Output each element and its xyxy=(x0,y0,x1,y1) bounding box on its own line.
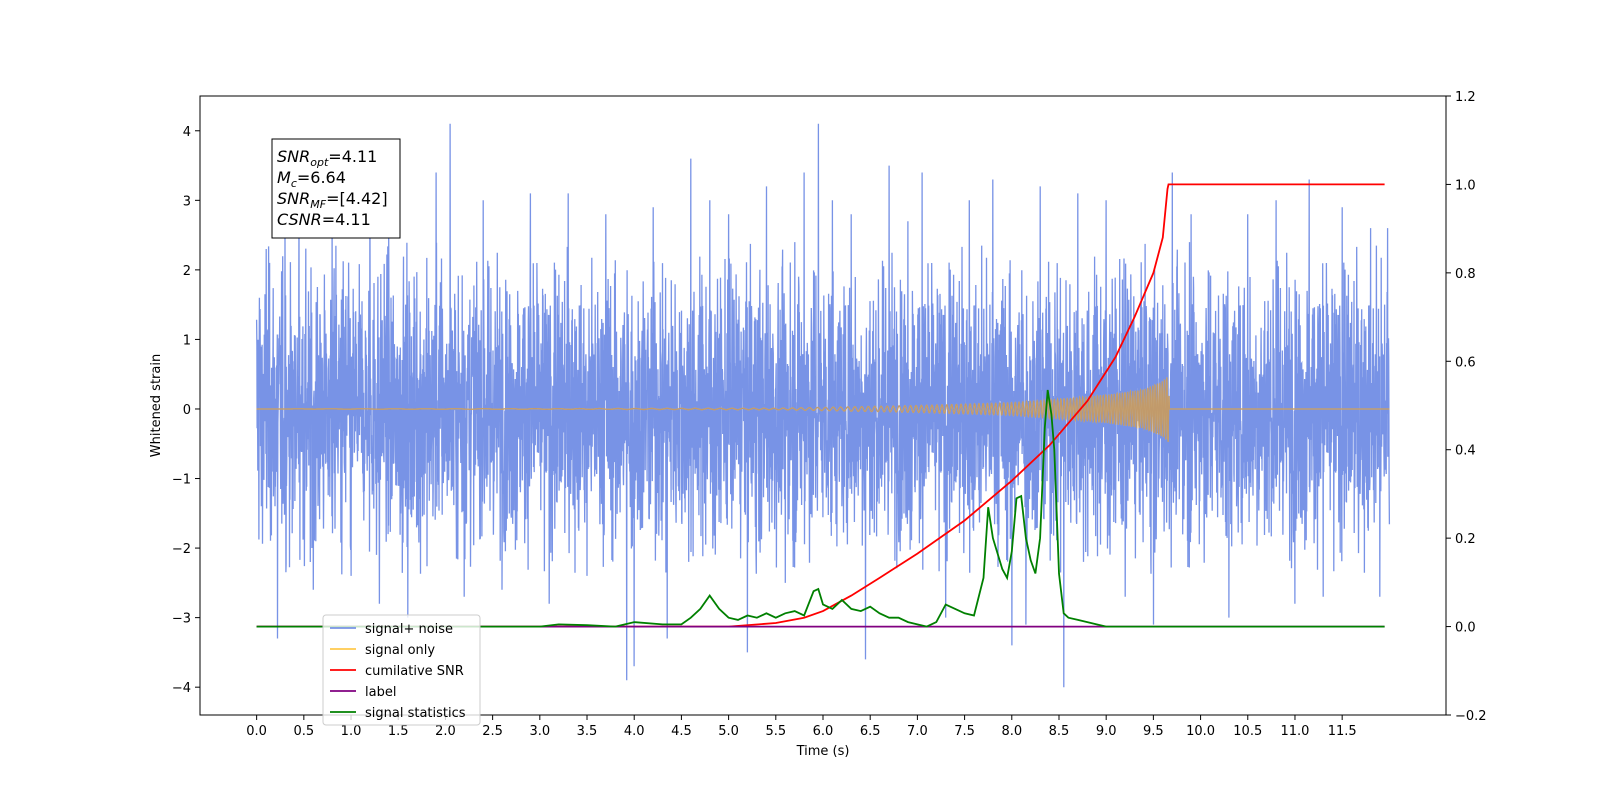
x-tick-label: 3.0 xyxy=(529,724,550,739)
x-tick-label: 11.0 xyxy=(1280,724,1309,739)
y-tick-label: −2 xyxy=(172,542,191,557)
y2-tick-label: 0.8 xyxy=(1455,267,1476,282)
y2-tick-label: 0.2 xyxy=(1455,532,1476,547)
y2-tick-label: 0.6 xyxy=(1455,355,1476,370)
legend-label: signal only xyxy=(365,643,435,658)
y-tick-label: 4 xyxy=(183,125,191,140)
x-tick-label: 3.5 xyxy=(577,724,598,739)
x-tick-label: 2.5 xyxy=(482,724,503,739)
y-axis-label: Whitened strain xyxy=(149,354,164,457)
x-tick-label: 9.0 xyxy=(1096,724,1117,739)
legend-label: label xyxy=(365,685,396,700)
y-tick-label: −1 xyxy=(172,473,191,488)
x-tick-label: 2.0 xyxy=(435,724,456,739)
series-line-signal-overlay xyxy=(256,377,1390,442)
y-tick-label: −3 xyxy=(172,612,191,627)
x-tick-label: 0.5 xyxy=(293,724,314,739)
y2-tick-label: 0.4 xyxy=(1455,444,1476,459)
legend-frame xyxy=(322,614,481,726)
x-tick-label: 4.5 xyxy=(671,724,692,739)
y-tick-label: 0 xyxy=(183,403,191,418)
x-tick-label: 7.5 xyxy=(954,724,975,739)
axis-ticks: 0.0 0.5 1.0 1.5 2.0 2.5 3.0 3.5 4.0 4.5 5.0 5.5 6.0 6… xyxy=(172,90,1487,739)
x-tick-label: 8.5 xyxy=(1049,724,1070,739)
annotation-line: SNRopt=4.11 xyxy=(277,147,377,169)
series-line-signal-noise xyxy=(255,123,1391,688)
annotation-line: Mc=6.64 xyxy=(277,168,346,190)
y-tick-label: 2 xyxy=(183,264,191,279)
series-line-cumilative-snr xyxy=(256,183,1385,628)
x-tick-label: 7.0 xyxy=(907,724,928,739)
y2-tick-label: 0.0 xyxy=(1455,621,1476,636)
x-tick-label: 5.5 xyxy=(765,724,786,739)
y-tick-label: 3 xyxy=(183,194,191,209)
series-line-signal-statistics xyxy=(256,389,1385,628)
legend-label: signal+ noise xyxy=(365,622,453,637)
y-tick-label: 1 xyxy=(183,333,191,348)
x-tick-label: 9.5 xyxy=(1143,724,1164,739)
x-axis-label: Time (s) xyxy=(796,744,850,759)
x-tick-label: 1.0 xyxy=(341,724,362,739)
y2-tick-label: −0.2 xyxy=(1455,709,1487,724)
x-tick-label: 10.0 xyxy=(1186,724,1215,739)
annotation-line: SNRMF=[4.42] xyxy=(277,189,388,211)
legend-label: cumilative SNR xyxy=(365,664,464,679)
annotation-box-frame xyxy=(271,138,401,239)
legend: signal+ noise signal only cumilative SNR la… xyxy=(322,614,481,726)
y2-tick-label: 1.0 xyxy=(1455,178,1476,193)
annotation-line: CSNR=4.11 xyxy=(277,210,371,229)
x-tick-label: 8.0 xyxy=(1001,724,1022,739)
x-tick-label: 1.5 xyxy=(388,724,409,739)
y2-tick-label: 1.2 xyxy=(1455,90,1476,105)
plot-area xyxy=(255,123,1391,688)
legend-label: signal statistics xyxy=(365,706,466,721)
x-tick-label: 5.0 xyxy=(718,724,739,739)
x-tick-label: 10.5 xyxy=(1233,724,1262,739)
x-tick-label: 11.5 xyxy=(1328,724,1357,739)
x-tick-label: 6.0 xyxy=(813,724,834,739)
x-tick-label: 4.0 xyxy=(624,724,645,739)
x-tick-label: 6.5 xyxy=(860,724,881,739)
y-tick-label: −4 xyxy=(172,681,191,696)
x-tick-label: 0.0 xyxy=(246,724,267,739)
